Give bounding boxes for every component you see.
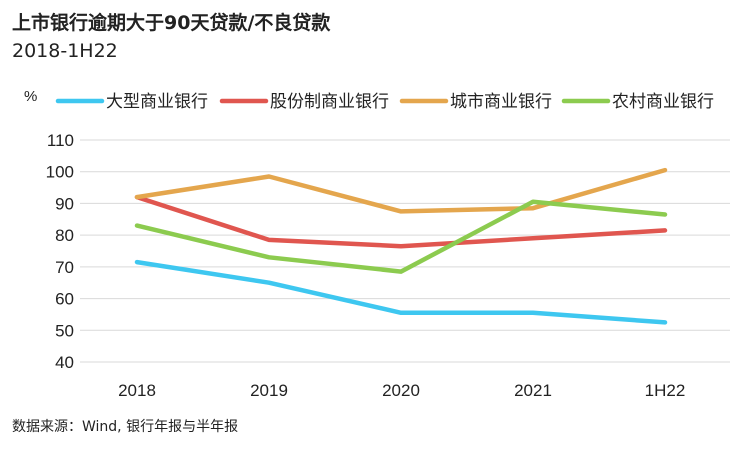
y-tick-label: 70 [55, 258, 74, 277]
y-tick-label: 100 [46, 163, 74, 182]
y-tick-label: 60 [55, 290, 74, 309]
legend-label: 农村商业银行 [612, 92, 714, 112]
gridlines [80, 139, 730, 363]
x-tick-label: 2018 [118, 381, 156, 400]
y-tick-label: 40 [55, 353, 74, 372]
source-note: 数据来源：Wind, 银行年报与半年报 [12, 419, 239, 435]
y-tick-label: 90 [55, 194, 74, 213]
y-tick-label: 80 [55, 226, 74, 245]
x-axis-ticks: 2018 2019 2020 2021 1H22 [118, 381, 685, 400]
x-tick-label: 2020 [382, 381, 420, 400]
chart-subtitle: 2018-1H22 [12, 40, 118, 62]
legend: 大型商业银行 股份制商业银行 城市商业银行 农村商业银行 [55, 92, 714, 112]
y-axis-ticks: 40 50 60 70 80 90 100 110 [46, 131, 74, 372]
y-axis-unit: % [24, 88, 37, 105]
x-tick-label: 2019 [250, 381, 288, 400]
x-tick-label: 1H22 [645, 381, 686, 400]
chart-title: 上市银行逾期大于90天贷款/不良贷款 [12, 12, 331, 34]
legend-label: 股份制商业银行 [270, 92, 389, 112]
legend-label: 大型商业银行 [106, 92, 208, 112]
series-line [134, 194, 668, 249]
y-tick-label: 110 [47, 131, 74, 150]
legend-label: 城市商业银行 [450, 92, 552, 112]
x-tick-label: 2021 [514, 381, 552, 400]
y-tick-label: 50 [55, 321, 74, 340]
series-lines [134, 167, 668, 325]
